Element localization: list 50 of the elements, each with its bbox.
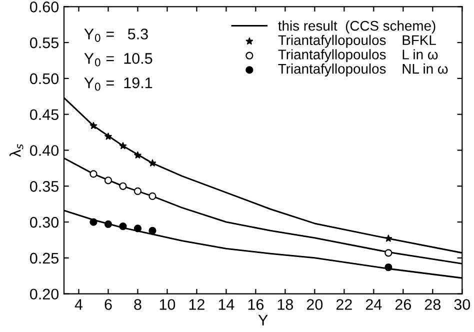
x-tick-label: 14 [218,299,234,310]
y-tick-label: 0.40 [30,145,59,156]
y-tick-label: 0.35 [30,180,58,192]
point [90,218,98,226]
x-tick-label: 8 [134,299,142,310]
x-tick-label: 20 [306,299,323,310]
x-tick-label: 30 [454,299,470,310]
point [119,142,127,150]
y-tick-label: 0.50 [30,73,59,84]
point [134,224,142,232]
point [384,263,392,272]
y-axis-title: λ$_{s}$ [10,144,24,158]
x-tick-label: 26 [395,299,411,310]
x-tick-label: 22 [336,299,352,310]
y-tick-label: 0.30 [30,216,59,228]
point [90,170,98,178]
point [104,220,112,228]
y-tick-label: 0.25 [30,252,58,264]
x-tick-label: 10 [160,299,176,310]
point [148,159,156,166]
x-tick-label: 24 [366,299,382,310]
point [134,151,142,158]
point [134,187,142,195]
x-tick-label: 12 [189,299,204,310]
annotation: Y$_{0}$ = 5.3 [84,28,148,42]
legend-label: Triantafyllopoulos L in ω [278,49,438,62]
point [119,182,127,190]
point [148,226,156,234]
point [90,122,98,130]
x-tick-label: 4 [74,299,83,310]
x-tick-label: 16 [248,299,264,310]
point [384,234,392,242]
point [104,176,112,184]
y-tick-label: 0.55 [30,37,58,48]
x-tick-label: 28 [424,299,440,310]
annotation: Y$_{0}$ = 19.1 [84,77,152,91]
x-tick-label: 6 [104,299,112,310]
x-tick-label: 18 [278,299,294,310]
y-tick-label: 0.60 [30,2,59,12]
point [119,222,127,230]
legend-label: Triantafyllopoulos NL in ω [278,64,448,76]
legend-label: Triantafyllopoulos BFKL [278,34,436,48]
y-tick-label: 0.45 [30,109,58,120]
legend-label: this result (CCS scheme) [278,20,436,34]
annotation: Y$_{0}$ = 10.5 [84,53,152,66]
point [104,132,112,140]
point [148,192,156,200]
point [384,249,392,257]
y-tick-label: 0.20 [30,288,59,300]
x-axis-title: Y [258,314,268,326]
